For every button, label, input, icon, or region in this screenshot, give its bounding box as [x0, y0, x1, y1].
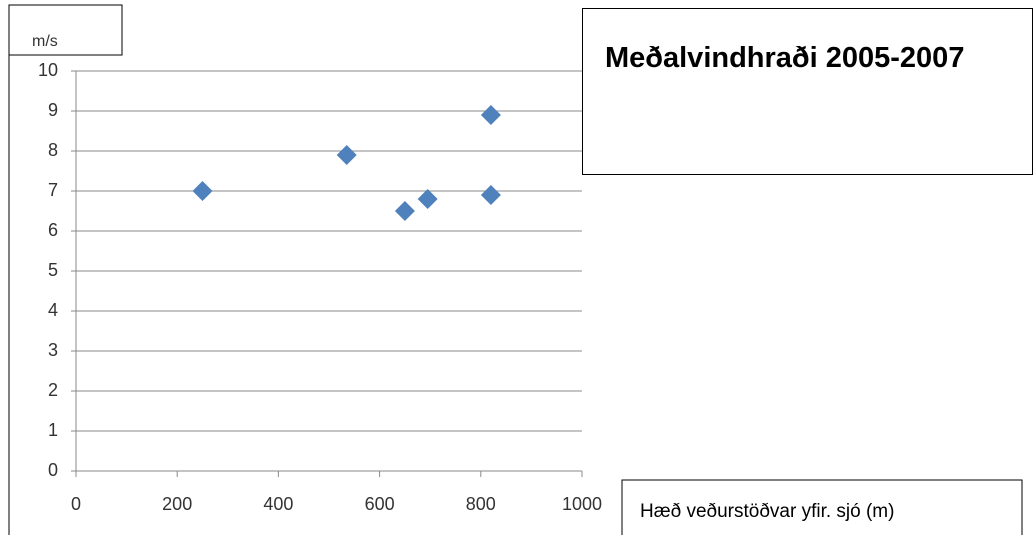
x-axis-label: Hæð veðurstöðvar yfir. sjó (m)	[640, 501, 894, 522]
y-tick-label: 8	[48, 140, 58, 160]
data-point	[480, 105, 501, 125]
y-tick-label: 4	[48, 300, 58, 320]
data-point	[192, 181, 213, 201]
y-tick-label: 2	[48, 380, 58, 400]
y-axis-label: m/s	[32, 33, 58, 50]
data-point	[417, 189, 438, 209]
y-tick-label: 1	[48, 420, 58, 440]
y-tick-label: 10	[38, 60, 58, 80]
data-point	[394, 201, 415, 221]
y-label-box	[8, 4, 123, 56]
x-tick-label: 0	[71, 494, 81, 514]
y-tick-label: 7	[48, 180, 58, 200]
y-tick-label: 5	[48, 260, 58, 280]
x-tick-label: 400	[263, 494, 293, 514]
chart-title: Meðalvindhraði 2005-2007	[582, 8, 1033, 175]
x-tick-label: 1000	[562, 494, 602, 514]
y-tick-label: 6	[48, 220, 58, 240]
x-tick-label: 800	[466, 494, 496, 514]
plot-area: 0 1 2 3 4 5 6 7 8 9 10 0 200 400 600 800 1000	[38, 60, 602, 514]
y-tick-label: 0	[48, 460, 58, 480]
x-tick-label: 200	[162, 494, 192, 514]
data-point	[336, 145, 357, 165]
x-label-box	[621, 479, 1023, 535]
x-tick-label: 600	[365, 494, 395, 514]
y-tick-label: 3	[48, 340, 58, 360]
data-point	[480, 185, 501, 205]
y-tick-label: 9	[48, 100, 58, 120]
